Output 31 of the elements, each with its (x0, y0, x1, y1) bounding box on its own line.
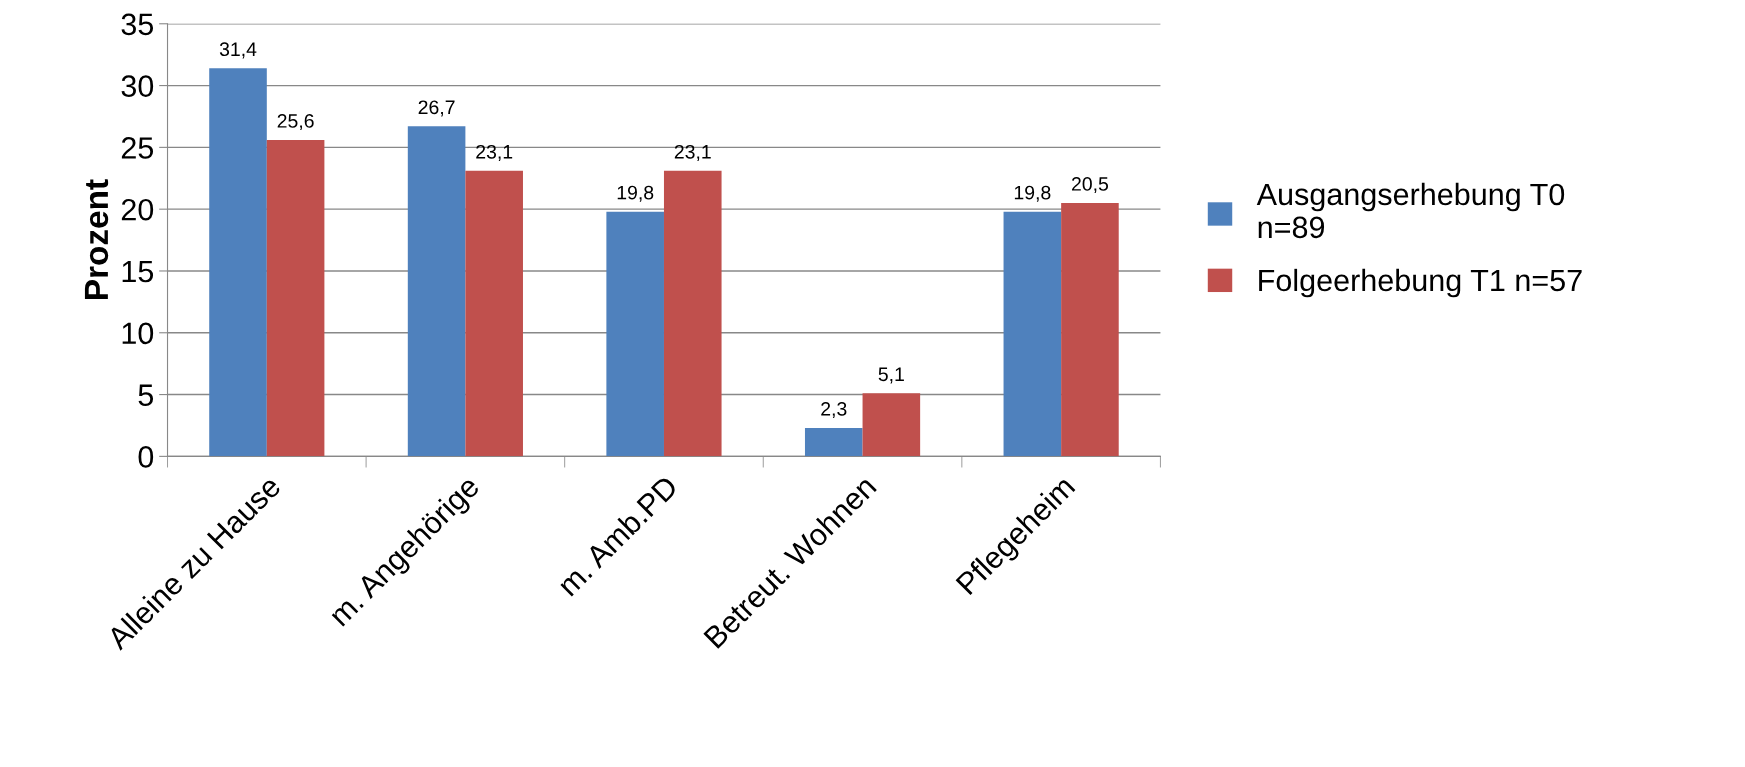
y-tick-label: 15 (122, 261, 154, 283)
bar (1003, 211, 1062, 457)
bar (407, 126, 466, 457)
y-tick-label: 5 (138, 384, 154, 406)
bar (862, 393, 921, 457)
y-tick-label: 35 (121, 13, 154, 36)
bar (1061, 202, 1119, 457)
legend-label: Ausgangserhebung T0 n=89 (1256, 182, 1565, 239)
data-label: 25,6 (277, 114, 314, 131)
data-label: 26,7 (418, 100, 455, 117)
legend-label: Folgeerhebung T1 n=57 (1259, 268, 1582, 298)
bar (804, 427, 863, 457)
data-label: 19,8 (1014, 185, 1051, 202)
bar (266, 139, 325, 457)
data-label: 5,1 (878, 367, 904, 384)
bar (465, 170, 523, 457)
bar (209, 68, 267, 457)
data-label: 19,8 (617, 185, 654, 202)
data-label: 23,1 (476, 144, 513, 161)
y-tick-label: 25 (121, 137, 154, 159)
data-label: 20,5 (1071, 177, 1109, 194)
y-tick-label: 0 (138, 446, 154, 468)
data-label: 2,3 (821, 401, 847, 419)
data-label: 31,4 (219, 42, 257, 59)
data-label: 23,1 (674, 144, 711, 161)
bar (606, 211, 664, 457)
y-tick-label: 30 (121, 75, 154, 97)
bar (663, 170, 722, 457)
y-tick-label: 10 (122, 322, 154, 345)
y-tick-label: 20 (121, 198, 154, 221)
y-axis-title: Prozent (84, 179, 109, 299)
